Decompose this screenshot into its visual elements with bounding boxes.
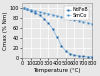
NdFeB <box>83 56 84 57</box>
Line: NdFeB: NdFeB <box>23 7 93 58</box>
NdFeB <box>78 55 79 56</box>
NdFeB <box>26 9 27 10</box>
SmCo <box>74 19 75 20</box>
SmCo <box>52 14 53 15</box>
NdFeB <box>61 45 62 46</box>
Legend: NdFeB, SmCo: NdFeB, SmCo <box>64 6 89 20</box>
NdFeB <box>35 12 36 13</box>
SmCo <box>24 8 25 9</box>
SmCo <box>65 17 66 18</box>
Line: SmCo: SmCo <box>23 7 93 25</box>
NdFeB <box>24 8 25 9</box>
NdFeB <box>56 37 58 38</box>
SmCo <box>35 10 36 11</box>
SmCo <box>48 13 49 14</box>
NdFeB <box>44 18 45 19</box>
NdFeB <box>74 55 75 56</box>
SmCo <box>78 20 79 21</box>
NdFeB <box>39 15 40 16</box>
X-axis label: Temperature (°C): Temperature (°C) <box>33 68 81 73</box>
NdFeB <box>52 29 53 30</box>
SmCo <box>56 15 58 16</box>
SmCo <box>61 16 62 17</box>
Y-axis label: Cmax (% Nm): Cmax (% Nm) <box>4 11 8 50</box>
NdFeB <box>30 10 32 11</box>
SmCo <box>91 23 92 24</box>
SmCo <box>30 9 32 10</box>
NdFeB <box>48 23 49 24</box>
SmCo <box>70 18 71 19</box>
SmCo <box>26 8 27 9</box>
NdFeB <box>91 56 92 57</box>
SmCo <box>83 21 84 22</box>
NdFeB <box>87 56 88 57</box>
SmCo <box>44 12 45 13</box>
SmCo <box>87 22 88 23</box>
SmCo <box>39 11 40 12</box>
